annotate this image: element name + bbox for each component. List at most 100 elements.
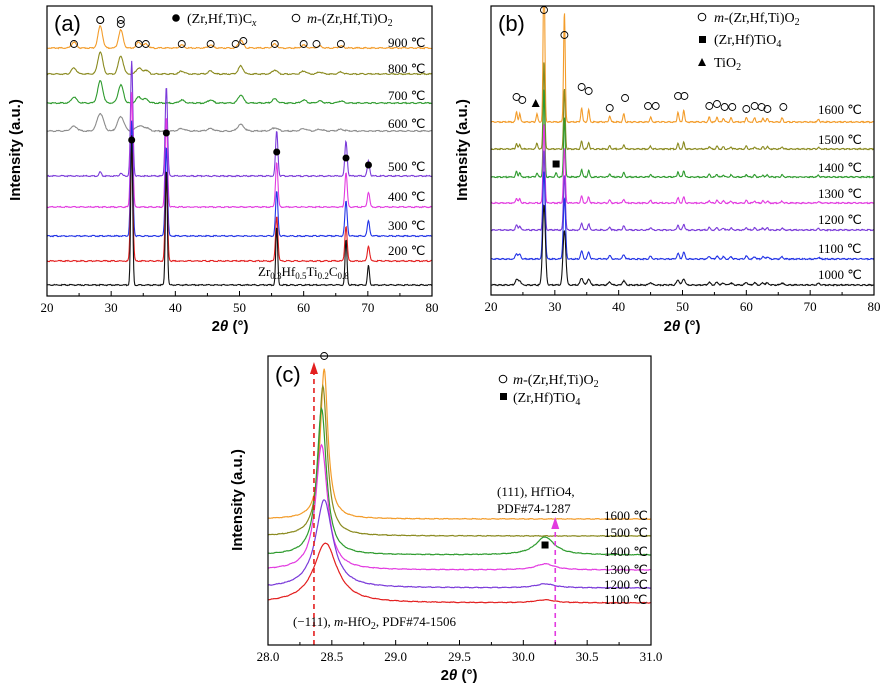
ref-hfo2-arrowhead <box>309 362 318 374</box>
trace-1400 <box>268 407 651 556</box>
temperature-label: 300 ℃ <box>388 218 425 233</box>
panel-c-label: (c) <box>275 362 301 387</box>
carbide-peak-marker <box>273 148 281 156</box>
legend-open-circle-marker <box>498 374 508 384</box>
xtick-label: 50 <box>233 300 246 315</box>
panel-c-legend: m-(Zr,Hf,Ti)O2 (Zr,Hf)TiO4 <box>498 373 599 408</box>
oxide-peak-marker <box>779 103 788 111</box>
oxide-peak-marker <box>69 40 78 48</box>
temperature-label: 500 ℃ <box>388 159 425 174</box>
panel-c-reference-arrows <box>309 362 560 645</box>
legend-titanate-text: (Zr,Hf)TiO4 <box>714 33 781 50</box>
panel-c-ylabel: Intensity (a.u.) <box>229 449 246 551</box>
xtick-label: 30.5 <box>576 649 599 664</box>
temperature-label: 1200 ℃ <box>818 212 862 227</box>
trace-1500 <box>268 383 651 537</box>
oxide-peak-marker <box>540 6 548 14</box>
trace-1100 <box>268 542 651 604</box>
legend-open-circle-marker <box>697 12 707 22</box>
panel-a-legend: (Zr,Hf,Ti)Cx m-(Zr,Hf,Ti)O2 <box>172 12 393 29</box>
oxide-peak-marker <box>206 40 215 48</box>
panel-b-ylabel: Intensity (a.u.) <box>454 99 471 201</box>
xtick-label: 60 <box>297 300 310 315</box>
trace-1600 <box>491 6 874 124</box>
oxide-peak-marker <box>518 96 527 104</box>
panel-c-ref2-line2: PDF#74-1287 <box>497 501 571 516</box>
oxide-peak-marker <box>577 83 586 91</box>
temperature-label: 700 ℃ <box>388 88 425 103</box>
panel-a-label: (a) <box>54 11 81 36</box>
legend-oxide-text: m-(Zr,Hf,Ti)O2 <box>714 11 800 28</box>
xtick-label: 80 <box>426 300 439 315</box>
oxide-peak-marker <box>705 102 714 110</box>
xtick-label: 20 <box>485 299 498 314</box>
panel-a-peak-markers <box>69 16 372 169</box>
panel-c-xticks: 28.0 28.5 29.0 29.5 30.0 30.5 31.0 <box>257 640 663 664</box>
temperature-label: 1000 ℃ <box>818 267 862 282</box>
trace-1400 <box>491 89 874 179</box>
panel-a-xticks: 20 30 40 50 60 70 80 <box>41 291 439 315</box>
legend-open-circle-marker <box>291 13 301 23</box>
trace-700 <box>47 80 432 105</box>
temperature-label: 600 ℃ <box>388 116 425 131</box>
tio2-peak-marker <box>531 99 540 107</box>
temperature-label: 1500 ℃ <box>818 132 862 147</box>
panel-c-ref1-text: (−111), m-HfO2, PDF#74-1506 <box>293 614 457 632</box>
oxide-peak-marker <box>728 103 737 111</box>
oxide-peak-marker <box>116 20 125 28</box>
xtick-label: 80 <box>868 299 881 314</box>
oxide-peak-marker <box>720 103 729 111</box>
temperature-label: 900 ℃ <box>388 35 425 50</box>
ref-hftio4-arrowhead <box>551 517 560 529</box>
temperature-label: 1400 ℃ <box>818 160 862 175</box>
xtick-label: 31.0 <box>640 649 663 664</box>
xtick-label: 29.0 <box>384 649 407 664</box>
oxide-peak-marker <box>674 92 682 100</box>
temperature-label: 1600 ℃ <box>604 508 648 523</box>
xtick-label: 28.5 <box>320 649 343 664</box>
oxide-peak-marker <box>336 40 345 48</box>
oxide-peak-marker <box>270 40 279 48</box>
panel-b-xlabel: 2θ (°) <box>664 318 701 335</box>
oxide-peak-marker <box>320 352 329 360</box>
panel-b: Intensity (a.u.) 20 30 40 50 60 70 80 (b) m-(Z… <box>454 5 881 335</box>
oxide-peak-marker <box>742 105 751 113</box>
panel-a-traces <box>47 25 432 287</box>
oxide-peak-marker <box>239 37 248 45</box>
panel-b-frame <box>490 5 875 296</box>
trace-800 <box>47 51 432 76</box>
legend-filled-circle-marker <box>172 14 180 22</box>
temperature-label: 800 ℃ <box>388 61 425 76</box>
legend-titanate-text: (Zr,Hf)TiO4 <box>513 391 580 408</box>
panel-c-traces <box>268 368 651 604</box>
panel-a-xlabel: 2θ (°) <box>212 318 249 335</box>
xtick-label: 70 <box>361 300 374 315</box>
carbide-peak-marker <box>128 136 136 144</box>
carbide-peak-marker <box>162 129 170 137</box>
trace-1200 <box>491 150 874 232</box>
xtick-label: 40 <box>169 300 182 315</box>
oxide-peak-marker <box>651 102 660 110</box>
legend-filled-square-marker <box>500 393 507 400</box>
trace-1200 <box>268 499 651 589</box>
xtick-label: 70 <box>804 299 817 314</box>
trace-1100 <box>491 171 874 261</box>
oxide-peak-marker <box>177 40 186 48</box>
panel-b-peak-markers <box>512 6 788 168</box>
temperature-label: 400 ℃ <box>388 189 425 204</box>
oxide-peak-marker <box>560 31 569 39</box>
oxide-peak-marker <box>680 92 689 100</box>
temperature-label: 1300 ℃ <box>818 186 862 201</box>
oxide-peak-marker <box>584 87 593 95</box>
oxide-peak-marker <box>713 100 721 108</box>
temperature-label: 1100 ℃ <box>604 592 647 607</box>
legend-oxide-text: m-(Zr,Hf,Ti)O2 <box>513 373 599 390</box>
oxide-peak-marker <box>141 40 150 48</box>
temperature-label: 1300 ℃ <box>604 562 648 577</box>
carbide-peak-marker <box>342 154 350 162</box>
trace-base <box>47 135 432 287</box>
panel-b-xticks: 20 30 40 50 60 70 80 <box>485 290 881 314</box>
temperature-label: 1500 ℃ <box>604 525 648 540</box>
legend-carbide-text: (Zr,Hf,Ti)Cx <box>187 12 257 29</box>
xtick-label: 50 <box>676 299 689 314</box>
